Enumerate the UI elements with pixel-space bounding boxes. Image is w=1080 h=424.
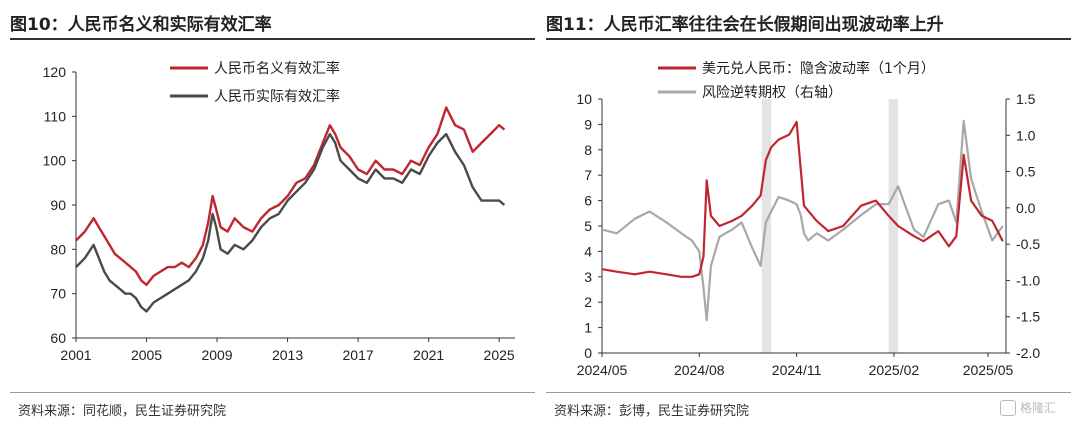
watermark-logo-icon (1000, 400, 1016, 416)
right-x-tick-label: 2024/11 (772, 362, 822, 378)
right-right-tick-label: 1.5 (1016, 91, 1036, 107)
right-right-tick-label: -0.5 (1016, 236, 1040, 252)
right-left-tick-label: 4 (584, 243, 592, 259)
right-source-rule (546, 392, 1071, 393)
right-left-tick-label: 9 (584, 116, 592, 132)
left-y-tick-label: 110 (44, 108, 67, 124)
right-series-line-1 (601, 120, 1004, 278)
right-left-tick-label: 5 (584, 218, 592, 234)
left-panel: 图10：人民币名义和实际有效汇率 60 70 80 90 100 110 120 2001 20… (10, 0, 540, 424)
left-x-tick-label: 2017 (343, 347, 374, 363)
right-title-rule (546, 38, 1071, 40)
right-right-tick-label: 1.0 (1016, 127, 1036, 143)
left-x-tick-label: 2013 (272, 347, 303, 363)
left-figure-title: 图10：人民币名义和实际有效汇率 (10, 15, 272, 35)
right-source-note: 资料来源：彭博，民生证券研究院 (554, 404, 750, 419)
left-y-tick-label: 90 (50, 197, 66, 213)
right-left-tick-label: 7 (584, 167, 592, 183)
left-y-tick-label: 100 (43, 153, 67, 169)
left-series-line-1 (75, 106, 506, 287)
right-left-tick-label: 0 (584, 345, 592, 361)
left-chart: 60 70 80 90 100 110 120 2001 2005 2009 2013 2017 202… (43, 60, 515, 363)
right-right-tick-label: 0.5 (1016, 164, 1036, 180)
left-x-tick-label: 2021 (413, 347, 444, 363)
right-x-tick-label: 2024/05 (577, 362, 628, 378)
left-y-tick-label: 120 (43, 64, 67, 80)
right-x-tick-label: 2024/08 (674, 362, 725, 378)
left-y-tick-label: 80 (50, 241, 66, 257)
right-left-tick-label: 2 (584, 294, 592, 310)
left-y-tick-label: 70 (50, 286, 66, 302)
left-x-tick-label: 2025 (484, 347, 515, 363)
right-right-tick-label: -1.0 (1016, 272, 1040, 288)
left-source-note: 资料来源：同花顺，民生证券研究院 (18, 404, 227, 419)
right-right-tick-label: -1.5 (1016, 309, 1040, 325)
right-panel: 图11：人民币汇率往往会在长假期间出现波动率上升 0 1 2 3 4 5 6 7 8 9 10 1.5… (546, 0, 1076, 424)
right-left-tick-label: 6 (584, 193, 592, 209)
left-x-tick-label: 2005 (131, 347, 162, 363)
right-left-tick-label: 10 (576, 91, 592, 107)
right-figure-title: 图11：人民币汇率往往会在长假期间出现波动率上升 (546, 15, 944, 35)
right-series-line-2 (601, 119, 1004, 322)
right-x-tick-label: 2025/05 (963, 362, 1014, 378)
right-left-tick-label: 8 (584, 142, 592, 158)
left-legend-label-1: 人民币名义有效汇率 (214, 60, 340, 77)
right-x-tick-label: 2025/02 (869, 362, 920, 378)
left-legend-label-2: 人民币实际有效汇率 (214, 88, 340, 105)
right-legend-label-2: 风险逆转期权（右轴） (702, 85, 842, 101)
left-y-tick-label: 60 (50, 330, 66, 346)
right-left-tick-label: 1 (584, 320, 592, 336)
left-title-rule (10, 38, 535, 40)
right-right-tick-label: -2.0 (1016, 345, 1040, 361)
right-holiday-shade-2 (888, 99, 899, 353)
right-legend-label-1: 美元兑人民币：隐含波动率（1个月） (702, 60, 935, 77)
watermark: 格隆汇 (1000, 398, 1076, 420)
watermark-text: 格隆汇 (1020, 401, 1057, 415)
left-source-rule (10, 392, 535, 393)
right-right-tick-label: 0.0 (1016, 200, 1036, 216)
left-x-tick-label: 2009 (201, 347, 232, 363)
left-series-line-2 (75, 132, 506, 313)
right-left-tick-label: 3 (584, 269, 592, 285)
left-x-tick-label: 2001 (60, 347, 91, 363)
right-chart: 0 1 2 3 4 5 6 7 8 9 10 1.5 1.0 0.5 0.0 -0.5 -1.0 -1.5 -2.0… (576, 60, 1040, 378)
